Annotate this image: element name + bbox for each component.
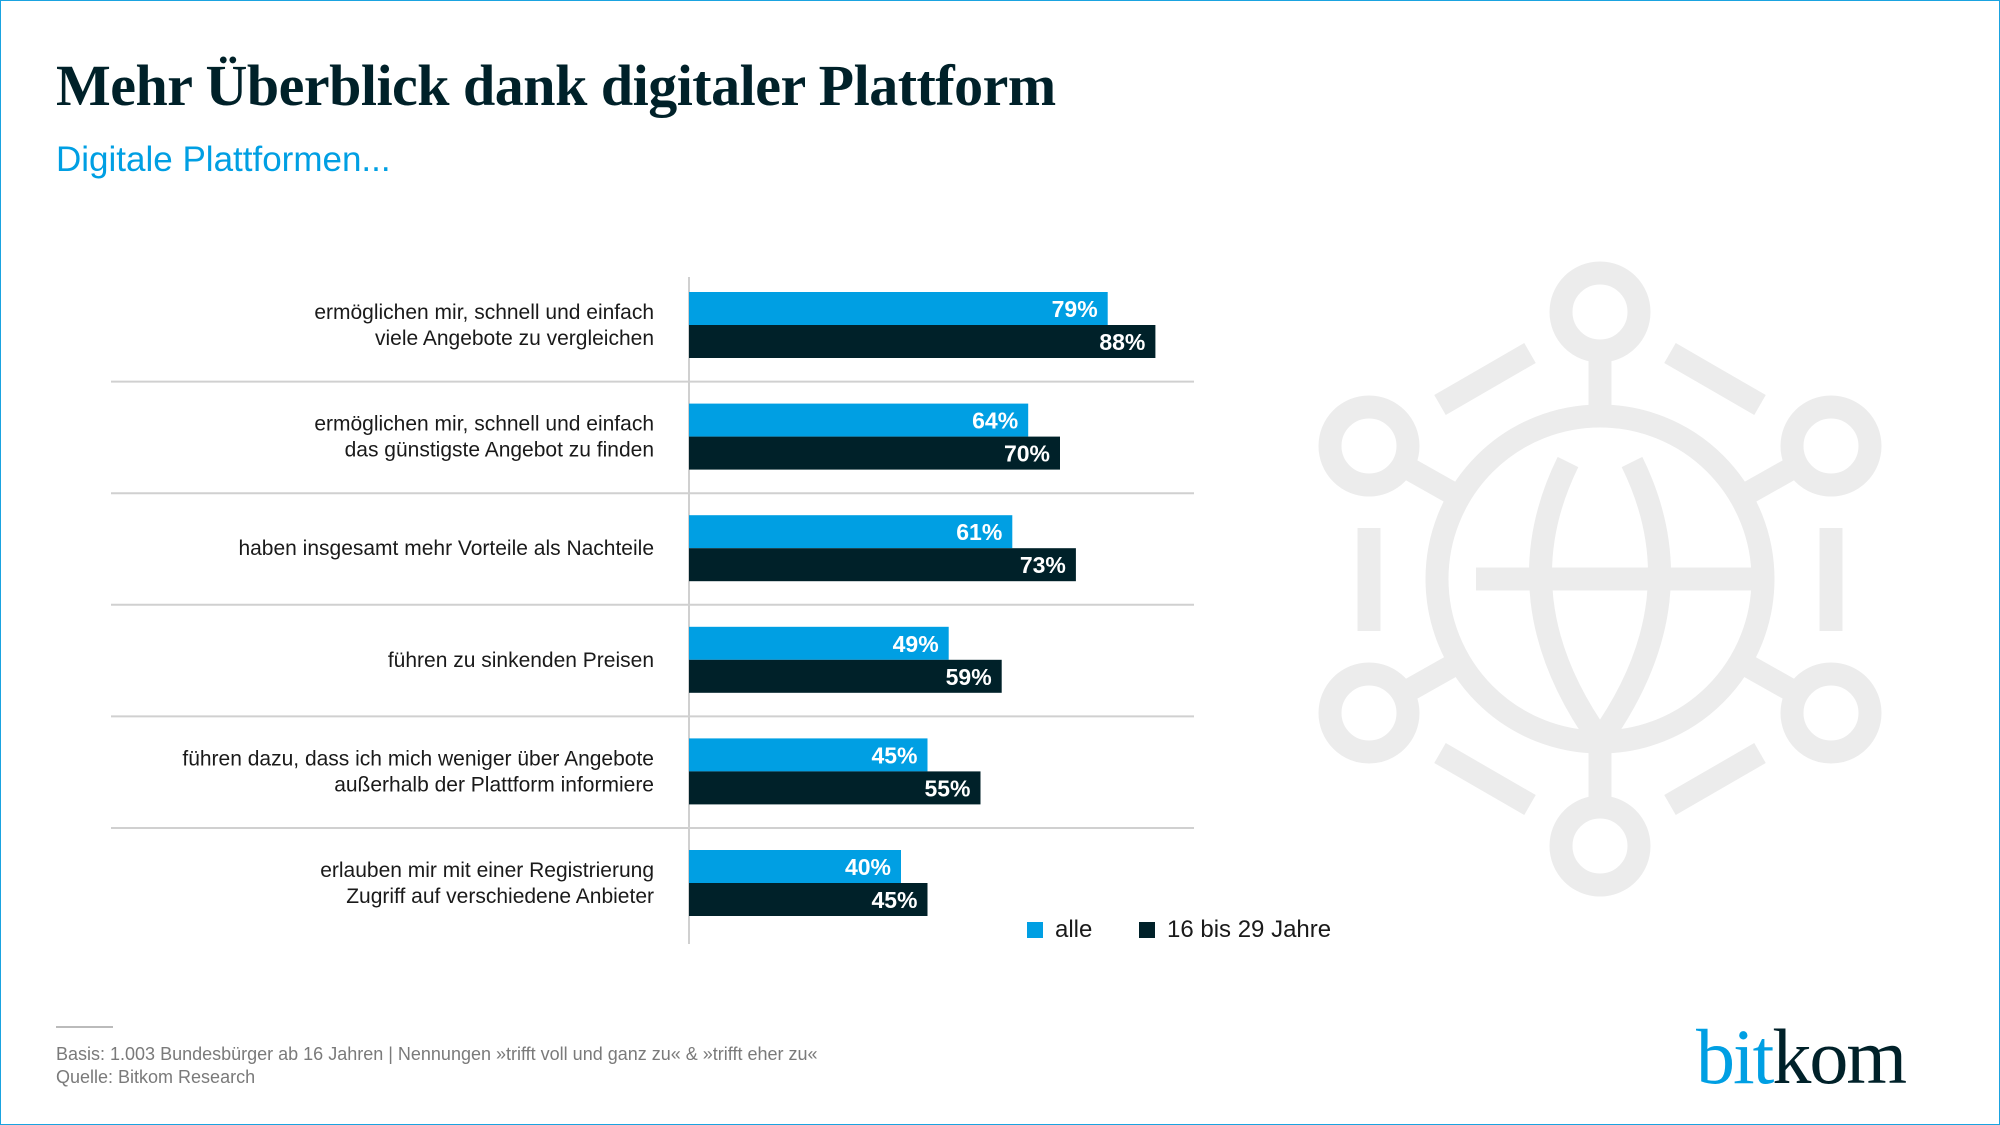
- bar-16-29: [689, 436, 1060, 470]
- bar-16-29: [689, 771, 981, 805]
- bar-alle: [689, 626, 949, 660]
- bar-alle: [689, 515, 1013, 549]
- bar-alle: [689, 738, 928, 772]
- footer-basis: Basis: 1.003 Bundesbürger ab 16 Jahren |…: [56, 1044, 818, 1064]
- category-label: ermöglichen mir, schnell und einfach: [314, 301, 654, 324]
- category-label: das günstigste Angebot zu finden: [345, 439, 654, 462]
- category-label: viele Angebote zu vergleichen: [375, 327, 654, 350]
- data-label: 79%: [1052, 296, 1098, 322]
- data-label: 70%: [1004, 441, 1050, 467]
- data-label: 64%: [972, 408, 1018, 434]
- data-label: 88%: [1099, 329, 1145, 355]
- category-label: führen dazu, dass ich mich weniger über …: [182, 747, 654, 770]
- logo-part-kom: kom: [1772, 1013, 1907, 1100]
- bar-16-29: [689, 325, 1156, 358]
- category-label: haben insgesamt mehr Vorteile als Nachte…: [238, 537, 654, 560]
- data-label: 49%: [893, 631, 939, 657]
- data-label: 61%: [956, 519, 1002, 545]
- bar-16-29: [689, 659, 1002, 693]
- legend-item-16-29: 16 bis 29 Jahre: [1139, 916, 1331, 944]
- legend-swatch-16-29: [1139, 922, 1155, 938]
- bar-alle: [689, 850, 901, 883]
- category-label: erlauben mir mit einer Registrierung: [320, 859, 654, 882]
- bar-16-29: [689, 883, 928, 916]
- category-label: außerhalb der Plattform informiere: [334, 773, 654, 796]
- category-label: führen zu sinkenden Preisen: [388, 649, 654, 672]
- page-subtitle: Digitale Plattformen...: [56, 140, 391, 179]
- data-label: 55%: [924, 775, 970, 801]
- data-label: 73%: [1020, 552, 1066, 578]
- footer-divider: [56, 1026, 113, 1028]
- bar-alle: [689, 403, 1029, 437]
- legend-item-alle: alle: [1027, 916, 1092, 944]
- legend-swatch-alle: [1027, 922, 1043, 938]
- data-label: 45%: [871, 887, 917, 913]
- logo-part-bit: bit: [1696, 1013, 1774, 1100]
- legend-label-16-29: 16 bis 29 Jahre: [1167, 916, 1332, 943]
- category-label: ermöglichen mir, schnell und einfach: [314, 413, 654, 436]
- data-label: 40%: [845, 854, 891, 880]
- data-label: 59%: [946, 664, 992, 690]
- footer-source: Quelle: Bitkom Research: [56, 1067, 256, 1087]
- bar-alle: [689, 292, 1108, 325]
- bitkom-logo: bitkom: [1696, 1012, 1907, 1102]
- bar-16-29: [689, 548, 1076, 582]
- page-title: Mehr Überblick dank digitaler Plattform: [56, 53, 1056, 118]
- data-label: 45%: [871, 742, 917, 768]
- legend-label-alle: alle: [1055, 916, 1093, 943]
- category-label: Zugriff auf verschiedene Anbieter: [346, 885, 654, 908]
